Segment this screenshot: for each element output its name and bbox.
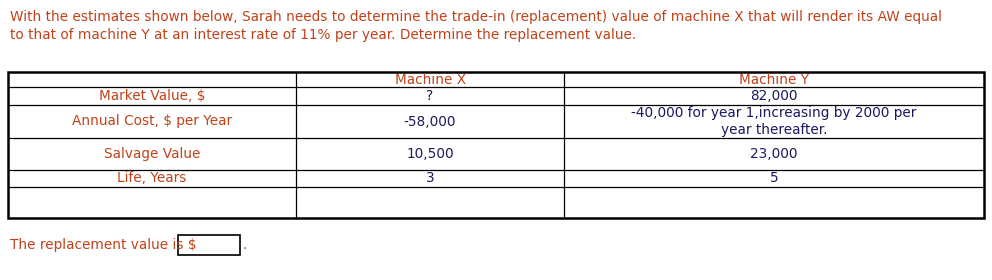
Text: The replacement value is $: The replacement value is $	[10, 238, 196, 252]
Text: ?: ?	[427, 89, 434, 103]
Text: Machine X: Machine X	[395, 73, 465, 87]
Text: Market Value, $: Market Value, $	[99, 89, 205, 103]
Text: Life, Years: Life, Years	[117, 171, 186, 186]
Text: .: .	[243, 238, 247, 252]
Text: -58,000: -58,000	[404, 115, 456, 129]
Text: 5: 5	[770, 171, 779, 186]
Text: Salvage Value: Salvage Value	[104, 147, 200, 161]
Text: 23,000: 23,000	[750, 147, 798, 161]
Text: With the estimates shown below, Sarah needs to determine the trade-in (replaceme: With the estimates shown below, Sarah ne…	[10, 10, 942, 24]
Text: Machine Y: Machine Y	[739, 73, 809, 87]
Text: -40,000 for year 1,increasing by 2000 per
year thereafter.: -40,000 for year 1,increasing by 2000 pe…	[632, 106, 917, 137]
Text: 3: 3	[426, 171, 434, 186]
Bar	[178, 235, 240, 255]
Text: Annual Cost, $ per Year: Annual Cost, $ per Year	[71, 115, 232, 129]
Bar	[8, 72, 984, 218]
Text: 10,500: 10,500	[407, 147, 454, 161]
Text: 82,000: 82,000	[750, 89, 798, 103]
Text: to that of machine Y at an interest rate of 11% per year. Determine the replacem: to that of machine Y at an interest rate…	[10, 28, 636, 42]
